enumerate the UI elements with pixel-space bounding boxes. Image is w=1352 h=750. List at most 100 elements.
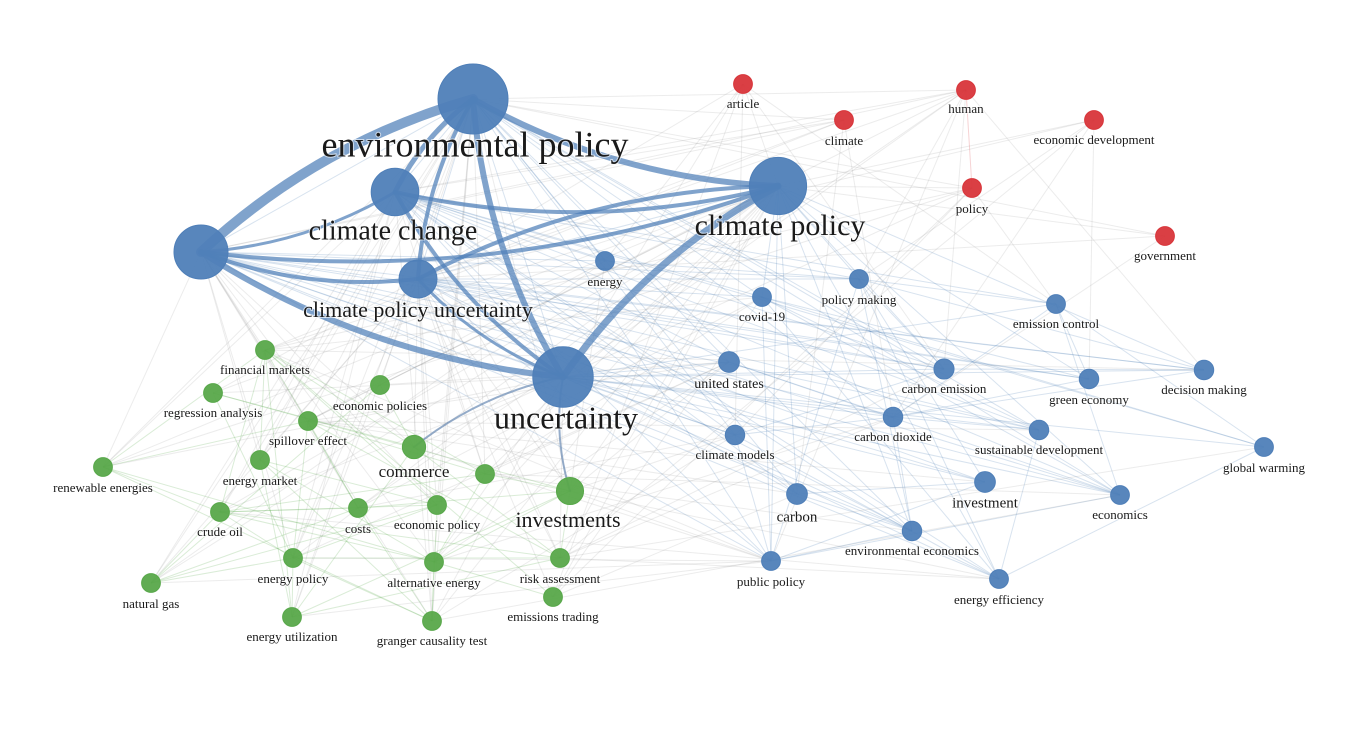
node-unnamed-green[interactable] (475, 464, 495, 484)
link (259, 459, 433, 622)
node-economic-policies[interactable] (370, 375, 390, 395)
node-regression-analysis[interactable] (203, 383, 223, 403)
node-human[interactable] (956, 80, 976, 100)
link (417, 83, 744, 280)
link (200, 251, 860, 280)
link (472, 98, 486, 475)
link (484, 185, 779, 475)
link (307, 420, 798, 495)
link (472, 98, 894, 418)
link (796, 119, 845, 495)
node-crude-oil[interactable] (210, 502, 230, 522)
link (562, 376, 1265, 448)
strong-link (470, 96, 566, 380)
link (472, 98, 763, 298)
node-investments[interactable] (555, 476, 585, 506)
label-uncertainty: uncertainty (494, 399, 638, 435)
link (472, 98, 1121, 496)
link (761, 296, 1000, 580)
node-economics[interactable] (1110, 485, 1130, 505)
node-commerce[interactable] (401, 434, 427, 460)
node-energy-policy[interactable] (283, 548, 303, 568)
node-global-warming[interactable] (1254, 437, 1274, 457)
node-energy-efficiency[interactable] (989, 569, 1009, 589)
link (102, 466, 435, 563)
link (200, 251, 415, 448)
node-environmental-economics[interactable] (901, 520, 923, 542)
node-emissions-trading[interactable] (543, 587, 563, 607)
node-carbon-dioxide[interactable] (882, 406, 904, 428)
node-alternative-energy[interactable] (424, 552, 444, 572)
link (484, 473, 571, 492)
label-public-policy: public policy (737, 574, 806, 589)
link (102, 185, 779, 468)
node-climate[interactable] (834, 110, 854, 130)
label-financial-markets: financial markets (220, 362, 310, 377)
link (200, 251, 309, 422)
link (292, 420, 309, 559)
node-covid-19[interactable] (752, 287, 772, 307)
label-costs: costs (345, 521, 371, 536)
link (433, 376, 564, 563)
node-decision-making[interactable] (1193, 359, 1215, 381)
link (569, 490, 772, 562)
link (102, 466, 433, 622)
node-granger-causality-test[interactable] (422, 611, 442, 631)
label-green-economy: green economy (1049, 392, 1129, 407)
link (433, 473, 486, 563)
label-article: article (727, 96, 760, 111)
node-energy[interactable] (595, 251, 615, 271)
node-uncertainty[interactable] (532, 346, 594, 408)
node-united-states[interactable] (718, 351, 740, 373)
node-risk-assessment[interactable] (550, 548, 570, 568)
link (562, 89, 967, 378)
node-energy-market[interactable] (250, 450, 270, 470)
link (417, 278, 435, 563)
link (102, 420, 309, 468)
label-energy-efficiency: energy efficiency (954, 592, 1045, 607)
node-climate-models[interactable] (724, 424, 746, 446)
node-green-economy[interactable] (1078, 368, 1100, 390)
node-investment[interactable] (974, 471, 996, 493)
link (394, 119, 845, 193)
node-unnamed-hub[interactable] (173, 224, 229, 280)
link (102, 466, 221, 513)
link (264, 349, 554, 598)
node-public-policy[interactable] (761, 551, 781, 571)
node-carbon-emission[interactable] (933, 358, 955, 380)
label-granger-causality-test: granger causality test (377, 633, 488, 648)
link (264, 349, 415, 448)
node-natural-gas[interactable] (141, 573, 161, 593)
link (200, 251, 1090, 380)
node-policy-making[interactable] (849, 269, 869, 289)
node-economic-policy[interactable] (427, 495, 447, 515)
link (417, 278, 438, 506)
node-renewable-energies[interactable] (93, 457, 113, 477)
node-article[interactable] (733, 74, 753, 94)
link (200, 251, 435, 563)
node-climate-policy-uncertainty[interactable] (398, 259, 438, 299)
node-carbon[interactable] (786, 483, 808, 505)
node-climate-change[interactable] (370, 167, 420, 217)
node-emission-control[interactable] (1046, 294, 1066, 314)
node-economic-development[interactable] (1084, 110, 1104, 130)
node-spillover-effect[interactable] (298, 411, 318, 431)
node-energy-utilization[interactable] (282, 607, 302, 627)
label-alternative-energy: alternative energy (387, 575, 481, 590)
link (212, 185, 779, 394)
label-carbon-emission: carbon emission (902, 381, 987, 396)
label-economics: economics (1092, 507, 1148, 522)
link (892, 416, 1040, 431)
link (413, 446, 561, 559)
node-financial-markets[interactable] (255, 340, 275, 360)
link (291, 446, 415, 618)
node-costs[interactable] (348, 498, 368, 518)
node-environmental-policy[interactable] (437, 63, 509, 135)
label-sustainable-development: sustainable development (975, 442, 1104, 457)
link (562, 83, 744, 378)
node-government[interactable] (1155, 226, 1175, 246)
node-policy[interactable] (962, 178, 982, 198)
node-sustainable-development[interactable] (1028, 419, 1050, 441)
link (264, 296, 763, 351)
node-climate-policy[interactable] (748, 156, 808, 216)
